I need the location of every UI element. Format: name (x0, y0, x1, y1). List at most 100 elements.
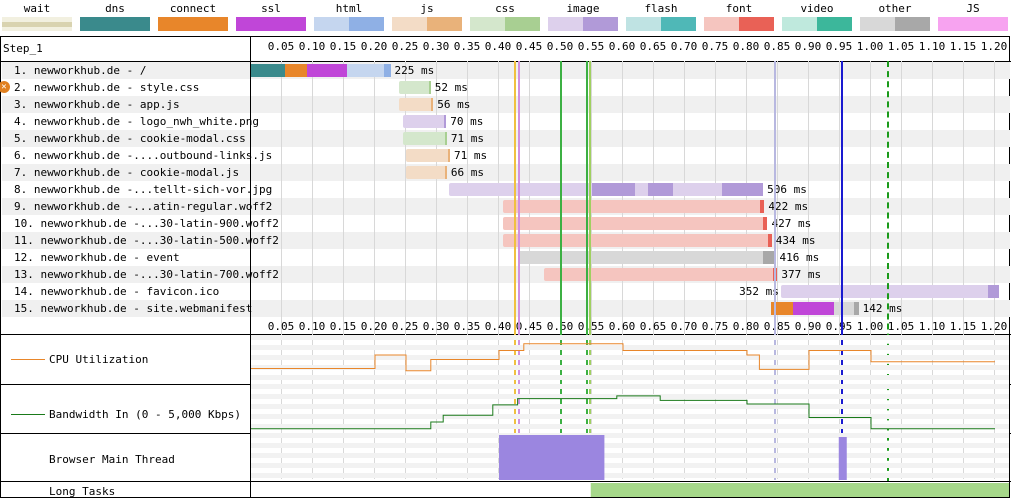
request-bar[interactable] (406, 149, 451, 162)
request-bar[interactable] (406, 166, 447, 179)
time-tick-label: 1.15 (949, 320, 977, 333)
connection-segment (285, 64, 307, 77)
gridline (405, 61, 406, 479)
request-bar[interactable] (502, 234, 772, 247)
time-tick-label: 0.25 (391, 320, 419, 333)
time-tick-label: 0.65 (639, 40, 667, 53)
time-tick-label: 1.10 (918, 40, 946, 53)
request-row[interactable]: 14. newworkhub.de - favicon.ico (2, 283, 1010, 300)
gridline (312, 61, 313, 479)
time-tick-label: 0.05 (267, 320, 295, 333)
time-tick-label: 0.35 (453, 320, 481, 333)
request-bar[interactable] (770, 302, 859, 315)
gridline (281, 61, 282, 479)
long-tasks-label: Long Tasks (49, 485, 116, 498)
request-duration: 225 ms (394, 64, 435, 77)
time-tick-label: 0.85 (763, 40, 791, 53)
request-bar[interactable] (449, 183, 764, 196)
time-tick-label: 0.25 (391, 40, 419, 53)
gridline (932, 61, 933, 479)
time-tick-label: 0.70 (670, 40, 698, 53)
timing-marker-line (840, 61, 843, 480)
time-tick-label: 0.45 (515, 40, 543, 53)
graph-stripe (251, 414, 1009, 419)
gridline (374, 61, 375, 479)
request-label: 11. newworkhub.de -...30-latin-500.woff2 (14, 234, 279, 247)
request-row[interactable]: 4. newworkhub.de - logo_nwh_white.png (2, 113, 1010, 130)
main-thread-activity (838, 437, 847, 480)
gridline (808, 61, 809, 479)
graph-stripe (251, 365, 1009, 370)
legend-item-font: font (704, 0, 774, 32)
gridline (343, 61, 344, 479)
time-tick-label: 0.15 (329, 40, 357, 53)
legend-swatch (470, 17, 540, 31)
time-tick-label: 0.10 (298, 320, 326, 333)
legend-item-dns: dns (80, 0, 150, 32)
download-segment (854, 302, 859, 315)
download-segment (444, 115, 447, 128)
request-bar[interactable] (502, 217, 768, 230)
time-tick-label: 0.60 (608, 320, 636, 333)
time-tick-label: 0.80 (732, 320, 760, 333)
request-bar[interactable] (402, 132, 447, 145)
timing-marker-line (586, 61, 589, 480)
request-row[interactable]: 15. newworkhub.de - site.webmanifest (2, 300, 1010, 317)
graph-stripe (251, 473, 1009, 478)
request-row[interactable]: 6. newworkhub.de -....outbound-links.js (2, 147, 1010, 164)
graph-stripe (251, 433, 1009, 438)
request-label: 4. newworkhub.de - logo_nwh_white.png (14, 115, 260, 128)
time-tick-label: 0.90 (794, 40, 822, 53)
request-duration: 422 ms (768, 200, 809, 213)
legend-item-html: html (314, 0, 384, 32)
time-tick-label: 0.65 (639, 320, 667, 333)
request-row[interactable]: 8. newworkhub.de -...tellt-sich-vor.jpg (2, 181, 1010, 198)
request-bar[interactable] (502, 200, 765, 213)
legend-swatch (392, 17, 462, 31)
request-duration: 434 ms (775, 234, 816, 247)
time-tick-label: 0.75 (701, 320, 729, 333)
time-tick-label: 0.40 (484, 320, 512, 333)
timing-marker-line (589, 61, 592, 480)
legend-swatch (938, 17, 1008, 31)
legend-item-wait: wait (2, 0, 72, 32)
graph-stripe (251, 345, 1009, 350)
time-tick-label: 0.30 (422, 320, 450, 333)
graph-stripe (251, 394, 1009, 399)
time-tick-label: 1.05 (887, 320, 915, 333)
request-row[interactable]: 3. newworkhub.de - app.js (2, 96, 1010, 113)
request-duration: 506 ms (767, 183, 807, 196)
request-row[interactable]: 7. newworkhub.de - cookie-modal.js (2, 164, 1010, 181)
main-thread-label: Browser Main Thread (49, 453, 175, 466)
request-bar[interactable] (398, 81, 431, 94)
graph-stripe (251, 463, 1009, 468)
request-bar[interactable] (781, 285, 1000, 298)
download-segment (447, 149, 451, 162)
time-tick-label: 0.85 (763, 320, 791, 333)
legend-label: other (878, 2, 912, 15)
request-row[interactable]: 12. newworkhub.de - event (2, 249, 1010, 266)
request-row[interactable]: 5. newworkhub.de - cookie-modal.css (2, 130, 1010, 147)
legend-item-other: other (860, 0, 930, 32)
graph-stripe (251, 404, 1009, 409)
download-segment (647, 183, 673, 196)
series-legend-line (11, 359, 45, 360)
request-bar[interactable] (251, 64, 391, 77)
time-tick-label: 0.50 (546, 40, 574, 53)
request-bar[interactable] (517, 251, 776, 264)
divider-line (1, 61, 1011, 62)
legend-item-image: image (548, 0, 618, 32)
request-bar[interactable] (402, 115, 447, 128)
bandwidth-label: Bandwidth In (0 - 5,000 Kbps) (49, 408, 242, 421)
connection-segment (770, 302, 794, 315)
connection-segment (306, 64, 348, 77)
legend-item-js: js (392, 0, 462, 32)
request-bar[interactable] (398, 98, 434, 111)
request-row[interactable]: 10. newworkhub.de -...30-latin-900.woff2 (2, 215, 1010, 232)
request-row[interactable]: 2. newworkhub.de - style.css ✕ (0, 79, 1010, 96)
download-segment (767, 234, 772, 247)
request-label: 14. newworkhub.de - favicon.ico (14, 285, 220, 298)
legend-item-flash: flash (626, 0, 696, 32)
main-thread-activity (499, 435, 605, 480)
legend-swatch (2, 17, 72, 31)
